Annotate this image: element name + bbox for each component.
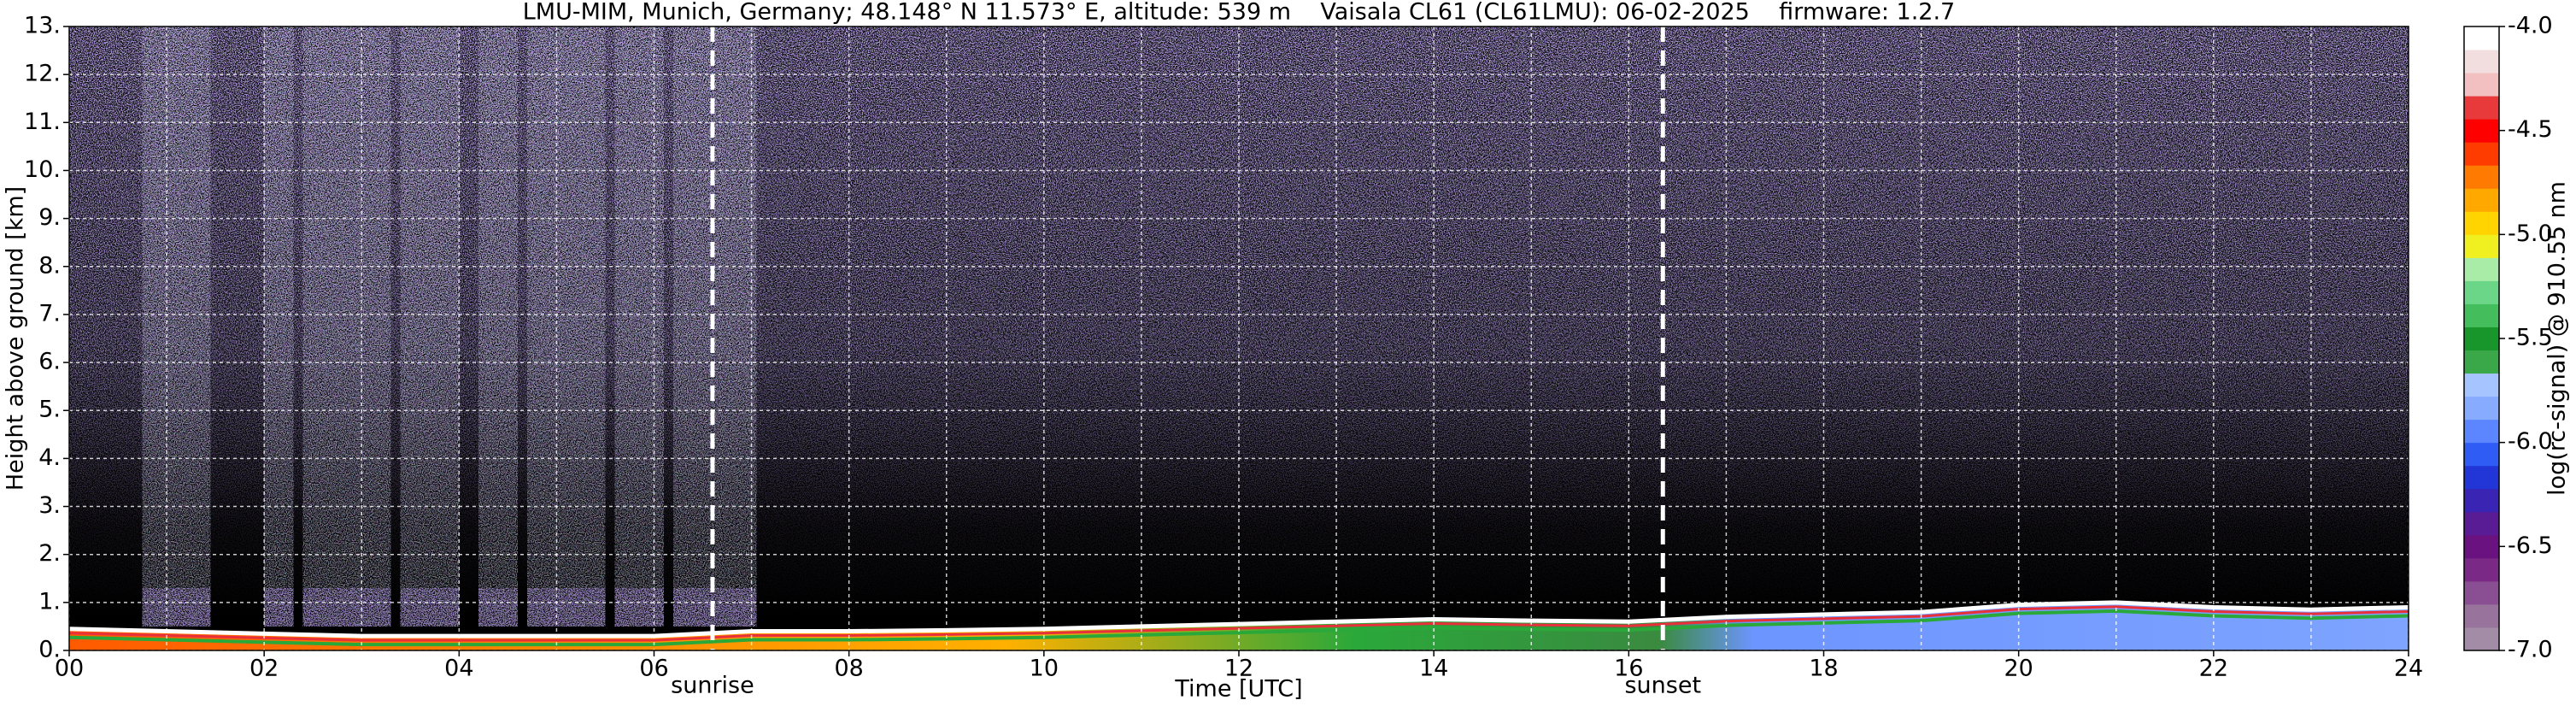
y-axis-label: Height above ground [km] (3, 186, 29, 491)
colorbar-swatch (2464, 396, 2499, 421)
colorbar-swatch (2464, 465, 2499, 490)
colorbar-swatch (2464, 603, 2499, 628)
noise-stripe (614, 26, 664, 627)
plot-frame (68, 26, 2409, 651)
x-tick-label: 20 (2004, 656, 2033, 682)
y-tick-label: 10. (24, 156, 61, 183)
x-tick-label: 04 (444, 656, 473, 682)
colorbar-swatch (2464, 534, 2499, 559)
colorbar-tick-label: -6.0 (2508, 428, 2553, 455)
y-tick-label: 8. (38, 252, 61, 279)
colorbar-swatch (2464, 165, 2499, 189)
colorbar-swatch (2464, 488, 2499, 513)
noise-stripe (614, 588, 664, 627)
annotation-label: sunset (1624, 673, 1701, 699)
colorbar-swatch (2464, 234, 2499, 258)
colorbar-swatch (2464, 419, 2499, 444)
y-tick-label: 11. (24, 109, 61, 135)
y-tick-label: 0. (38, 637, 61, 663)
colorbar-swatch (2464, 511, 2499, 536)
x-tick-label: 00 (55, 656, 84, 682)
colorbar-swatch (2464, 211, 2499, 235)
x-tick-label: 12 (1224, 656, 1253, 682)
plot-area (68, 26, 2409, 650)
colorbar-label: log(rc-signal) @ 910.55 nm (2544, 181, 2571, 496)
x-tick-label: 14 (1419, 656, 1448, 682)
noise-stripe (142, 588, 211, 627)
noise-stripe (302, 588, 391, 627)
x-tick-label: 22 (2199, 656, 2228, 682)
noise-stripe (142, 26, 211, 627)
colorbar-tick-label: -5.0 (2508, 221, 2553, 247)
colorbar-tick-label: -4.5 (2508, 116, 2553, 143)
y-tick-label: 2. (38, 540, 61, 567)
noise-stripe (527, 588, 606, 627)
colorbar-swatch (2464, 557, 2499, 582)
colorbar-swatch (2464, 119, 2499, 143)
annotation-label: sunrise (671, 673, 754, 699)
x-tick-label: 24 (2394, 656, 2423, 682)
colorbar-tick-label: -6.5 (2508, 532, 2553, 559)
x-tick-label: 18 (1809, 656, 1838, 682)
colorbar-swatch (2464, 280, 2499, 304)
colorbar-swatch (2464, 26, 2499, 50)
y-tick-label: 12. (24, 61, 61, 87)
x-tick-label: 16 (1614, 656, 1643, 682)
noise-stripe (302, 26, 391, 627)
colorbar-swatch (2464, 580, 2499, 605)
x-tick-label: 06 (639, 656, 668, 682)
y-tick-label: 5. (38, 397, 61, 423)
colorbar-tick-label: -4.0 (2508, 13, 2553, 39)
y-tick-label: 3. (38, 492, 61, 519)
y-tick-label: 4. (38, 444, 61, 471)
noise-stripe (478, 26, 518, 627)
x-axis-label: Time [UTC] (1174, 676, 1302, 703)
colorbar-tick-label: -7.0 (2508, 637, 2553, 663)
noise-stripe (264, 26, 294, 627)
colorbar-swatch (2464, 350, 2499, 374)
colorbar-swatch (2464, 188, 2499, 212)
noise-stripe (527, 26, 606, 627)
noise-stripe (264, 588, 294, 627)
colorbar-swatch (2464, 142, 2499, 166)
y-tick-label: 9. (38, 204, 61, 231)
y-tick-label: 1. (38, 588, 61, 615)
x-tick-label: 10 (1030, 656, 1059, 682)
x-tick-label: 08 (834, 656, 863, 682)
colorbar-swatch (2464, 303, 2499, 327)
chart-title: LMU-MIM, Munich, Germany; 48.148° N 11.5… (523, 0, 1956, 26)
colorbar-swatch (2464, 96, 2499, 120)
colorbar-swatch (2464, 327, 2499, 351)
noise-stripe (478, 588, 518, 627)
noise-stripe (400, 26, 460, 627)
x-tick-label: 02 (249, 656, 279, 682)
y-tick-label: 13. (24, 13, 61, 39)
noise-stripe (673, 26, 757, 627)
noise-stripe (673, 588, 757, 627)
noise-stripe (400, 588, 460, 627)
colorbar-swatch (2464, 442, 2499, 467)
colorbar-swatch (2464, 50, 2499, 74)
colorbar-tick-label: -5.5 (2508, 325, 2553, 351)
colorbar-swatch (2464, 257, 2499, 281)
colorbar-swatch (2464, 373, 2499, 397)
y-tick-label: 6. (38, 349, 61, 375)
colorbar-swatch (2464, 627, 2499, 651)
colorbar-swatch (2464, 73, 2499, 97)
y-tick-label: 7. (38, 300, 61, 327)
